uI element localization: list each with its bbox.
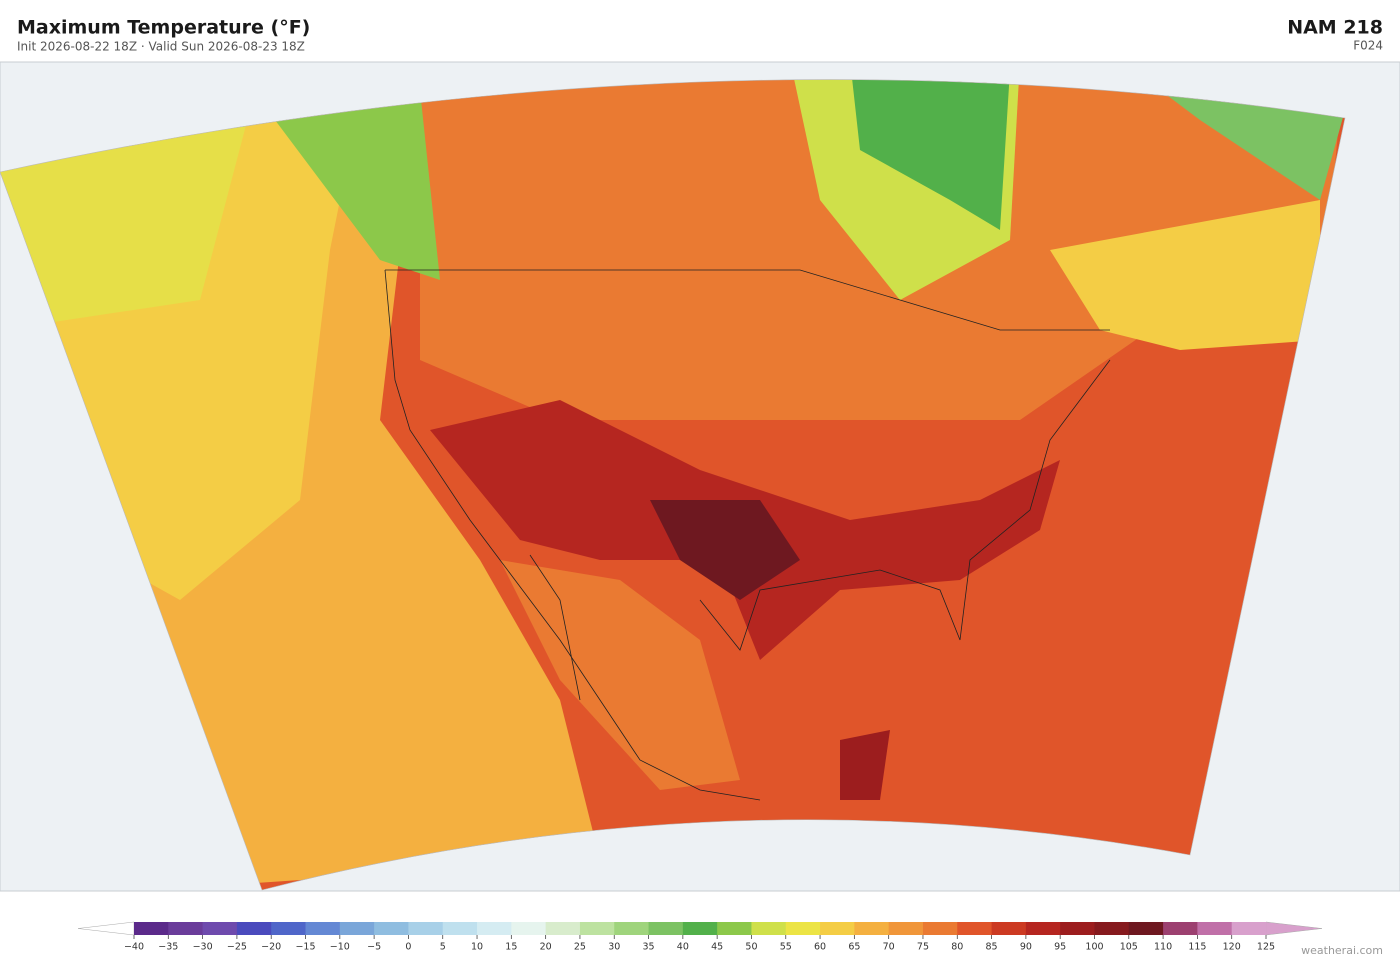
colorbar-tick-label: 60: [814, 942, 826, 953]
colorbar-bin: [1163, 922, 1198, 935]
colorbar-bin: [477, 922, 512, 935]
colorbar-tick-label: 65: [848, 942, 860, 953]
colorbar-bin: [1128, 922, 1164, 935]
colorbar-bin: [1060, 922, 1095, 935]
colorbar-tick-label: 110: [1154, 942, 1172, 953]
colorbar-bin: [236, 922, 272, 935]
colorbar-bin: [374, 922, 409, 935]
colorbar-bin: [888, 922, 924, 935]
colorbar-tick-label: 85: [986, 942, 998, 953]
coastlines: [384, 269, 1111, 801]
colorbar-tick-label: −20: [261, 942, 281, 953]
colorbar-tick-label: 25: [574, 942, 586, 953]
colorbar-tick-label: 35: [642, 942, 654, 953]
colorbar-tick-label: 105: [1120, 942, 1138, 953]
colorbar-bin: [1094, 922, 1130, 935]
subtitle: Init 2026-08-22 18Z · Valid Sun 2026-08-…: [17, 40, 305, 54]
forecast-hour: F024: [1353, 39, 1383, 53]
colorbar-tick-label: 20: [540, 942, 552, 953]
colorbar-tick-label: 100: [1085, 942, 1103, 953]
colorbar-bin: [134, 922, 169, 935]
colorbar-tick-label: 5: [440, 942, 446, 953]
colorbar-tick-label: −25: [227, 942, 247, 953]
colorbar-tick-label: −5: [367, 942, 381, 953]
colorbar-bin: [751, 922, 787, 935]
colorbar-tick-label: 10: [471, 942, 483, 953]
colorbar-bin: [271, 922, 306, 935]
colorbar-tick-label: −40: [124, 942, 144, 953]
colorbar-bin: [1197, 922, 1233, 935]
colorbar-bin: [682, 922, 718, 935]
colorbar-bin: [168, 922, 204, 935]
colorbar-bin: [1231, 922, 1267, 935]
colorbar-tick-label: 75: [917, 942, 929, 953]
colorbar-tick-label: 80: [951, 942, 963, 953]
colorbar-bin: [991, 922, 1027, 935]
colorbar-bin: [339, 922, 375, 935]
title: Maximum Temperature (°F): [17, 17, 310, 39]
colorbar-bin: [854, 922, 890, 935]
colorbar-tick-label: 115: [1188, 942, 1206, 953]
colorbar-bin: [579, 922, 615, 935]
colorbar-tick-label: 0: [405, 942, 411, 953]
colorbar-tick-label: 70: [883, 942, 895, 953]
model-name: NAM 218: [1287, 17, 1383, 39]
colorbar-tick-label: 40: [677, 942, 689, 953]
colorbar-bin: [1025, 922, 1061, 935]
colorbar-tick-label: 15: [505, 942, 517, 953]
colorbar-bin: [922, 922, 958, 935]
colorbar-tick-label: 120: [1223, 942, 1241, 953]
colorbar-tick-label: 90: [1020, 942, 1032, 953]
domain-outline: [0, 79, 1346, 891]
colorbar-tick-label: −10: [330, 942, 350, 953]
colorbar-bin: [717, 922, 752, 935]
colorbar: −40 −35 −30 −25 −20 −15 −10 −5 0 5 10 15 20 25 30 35 40 4…: [77, 921, 1323, 953]
colorbar-tick-label: 30: [608, 942, 620, 953]
colorbar-bin: [785, 922, 821, 935]
colorbar-tick-label: 95: [1054, 942, 1066, 953]
colorbar-tick-label: −35: [158, 942, 178, 953]
colorbar-bin: [511, 922, 547, 935]
colorbar-bin: [957, 922, 992, 935]
colorbar-tick-label: 50: [745, 942, 757, 953]
colorbar-under: [77, 921, 135, 936]
colorbar-bin: [305, 922, 341, 935]
colorbar-bin: [614, 922, 649, 935]
watermark: weatherai.com: [1301, 944, 1383, 957]
colorbar-tick-label: −15: [295, 942, 315, 953]
colorbar-tick-label: 125: [1257, 942, 1275, 953]
colorbar-tick-label: −30: [193, 942, 213, 953]
colorbar-bin: [820, 922, 855, 935]
colorbar-bin: [545, 922, 581, 935]
colorbar-over: [1265, 921, 1323, 936]
colorbar-bin: [408, 922, 444, 935]
colorbar-bin: [648, 922, 684, 935]
colorbar-tick-label: 55: [780, 942, 792, 953]
colorbar-bin: [202, 922, 238, 935]
colorbar-bin: [442, 922, 478, 935]
colorbar-tick-label: 45: [711, 942, 723, 953]
